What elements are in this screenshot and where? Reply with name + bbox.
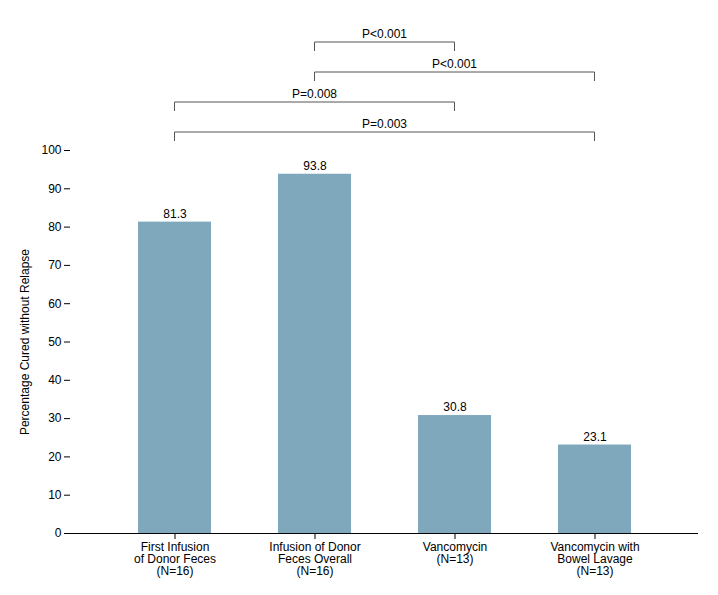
svg-text:Vancomycin withBowel Lavage(N=: Vancomycin withBowel Lavage(N=13) [550,540,639,578]
svg-text:Infusion of DonorFeces Overall: Infusion of DonorFeces Overall(N=16) [269,540,360,578]
svg-text:20: 20 [48,450,62,464]
svg-text:70: 70 [48,258,62,272]
svg-text:P=0.008: P=0.008 [292,87,337,101]
svg-text:Vancomycin(N=13): Vancomycin(N=13) [423,540,487,566]
svg-text:P=0.003: P=0.003 [362,117,407,131]
svg-text:23.1: 23.1 [583,430,607,444]
svg-text:30: 30 [48,411,62,425]
svg-text:10: 10 [48,488,62,502]
svg-text:P<0.001: P<0.001 [362,27,407,41]
svg-text:93.8: 93.8 [303,159,327,173]
svg-text:100: 100 [41,143,61,157]
svg-text:Percentage Cured without Relap: Percentage Cured without Relapse [18,249,32,435]
svg-text:80: 80 [48,220,62,234]
svg-text:81.3: 81.3 [163,207,187,221]
svg-text:First Infusionof Donor Feces(N: First Infusionof Donor Feces(N=16) [134,540,216,578]
svg-text:40: 40 [48,373,62,387]
svg-text:50: 50 [48,335,62,349]
svg-text:30.8: 30.8 [443,400,467,414]
svg-text:60: 60 [48,297,62,311]
svg-text:0: 0 [55,526,62,540]
svg-text:90: 90 [48,182,62,196]
svg-text:P<0.001: P<0.001 [432,57,477,71]
